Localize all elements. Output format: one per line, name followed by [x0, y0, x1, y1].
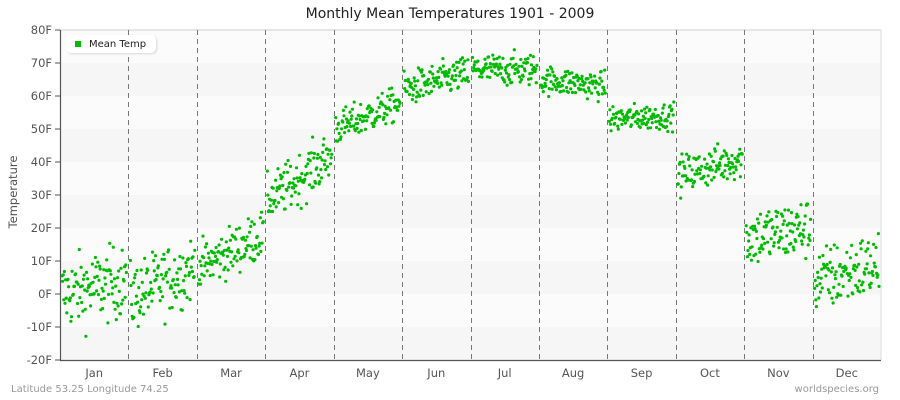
x-axis-ticks: Jan Feb Mar Apr May Jun Jul Aug Sep Oct Nov Dec	[84, 366, 858, 380]
y-tick-label: 60F	[31, 89, 52, 103]
legend[interactable]: Mean Temp	[66, 35, 157, 53]
x-tick-label: Jan	[84, 366, 103, 380]
x-tick-label: Dec	[836, 366, 858, 380]
x-tick-label: Jun	[426, 366, 445, 380]
x-tick-label: Oct	[700, 366, 720, 380]
y-tick-label: -20F	[27, 353, 52, 367]
x-tick-label: Mar	[220, 366, 242, 380]
location-caption: Latitude 53.25 Longitude 74.25	[11, 384, 169, 395]
y-tick-label: 20F	[31, 221, 52, 235]
legend-label: Mean Temp	[89, 38, 147, 50]
x-tick-label: Jul	[497, 366, 512, 380]
source-caption[interactable]: worldspecies.org	[794, 384, 879, 395]
y-tick-label: -10F	[27, 320, 52, 334]
x-tick-label: Aug	[562, 366, 584, 380]
legend-swatch-icon	[75, 41, 81, 47]
data-points	[60, 48, 881, 338]
y-tick-label: 70F	[31, 56, 52, 70]
x-tick-label: Nov	[767, 366, 790, 380]
x-tick-label: May	[356, 366, 380, 380]
y-tick-label: 40F	[31, 155, 52, 169]
y-axis-ticks: -20F -10F 0F 10F 20F 30F 40F 50F 60F 70F 80F	[27, 23, 60, 367]
y-tick-label: 30F	[31, 188, 52, 202]
chart-title: Monthly Mean Temperatures 1901 - 2009	[305, 6, 595, 22]
y-tick-label: 50F	[31, 122, 52, 136]
x-tick-label: Sep	[631, 366, 653, 380]
y-tick-label: 0F	[38, 287, 52, 301]
x-tick-label: Apr	[290, 366, 310, 380]
axes	[59, 30, 881, 362]
y-tick-label: 80F	[31, 23, 52, 37]
y-tick-label: 10F	[31, 254, 52, 268]
x-tick-label: Feb	[152, 366, 172, 380]
